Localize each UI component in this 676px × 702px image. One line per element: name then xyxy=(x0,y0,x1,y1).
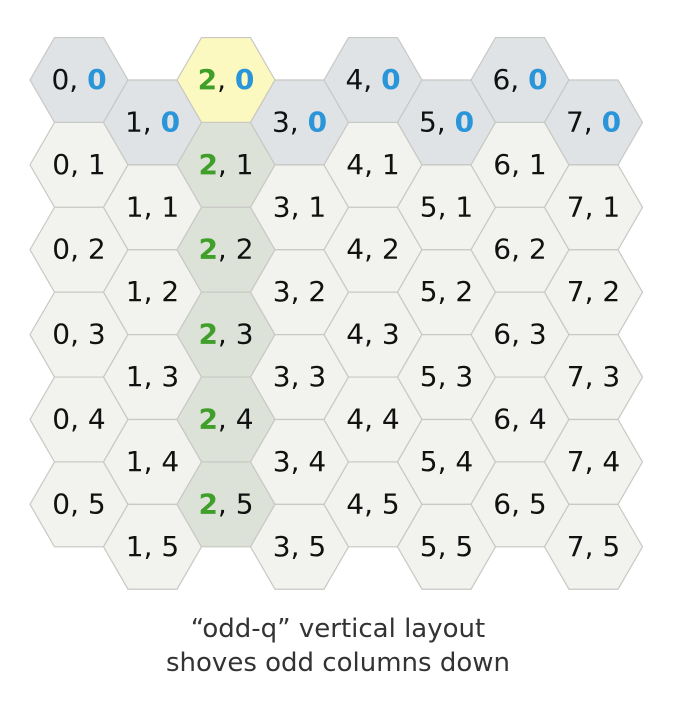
hex-cell-0-4: 0, 4 xyxy=(29,376,129,463)
hex-cell-5-3: 5, 3 xyxy=(396,334,497,421)
hex-label: 4, 3 xyxy=(346,318,399,351)
hex-cell-7-0: 7, 0 xyxy=(543,79,644,166)
hex-cell-1-3: 1, 3 xyxy=(102,334,203,421)
hex-label: 2, 3 xyxy=(198,318,253,351)
hex-cell-4-3: 4, 3 xyxy=(323,291,423,378)
hex-label: 3, 5 xyxy=(273,530,326,563)
hex-label: 7, 1 xyxy=(567,190,620,223)
hex-label: 5, 5 xyxy=(420,530,473,563)
hex-label: 6, 1 xyxy=(493,148,546,181)
hex-label: 1, 0 xyxy=(125,105,180,138)
hex-cell-2-1: 2, 1 xyxy=(176,121,276,208)
hex-label: 1, 4 xyxy=(126,445,179,478)
hex-cell-5-1: 5, 1 xyxy=(396,164,497,251)
hex-label: 1, 1 xyxy=(126,190,179,223)
caption: “odd-q” vertical layout shoves odd colum… xyxy=(0,612,676,680)
hex-cell-7-3: 7, 3 xyxy=(543,334,644,421)
hex-shape xyxy=(543,503,644,590)
hex-cell-3-1: 3, 1 xyxy=(249,164,350,251)
caption-line-1: “odd-q” vertical layout xyxy=(190,614,486,644)
hex-label: 0, 4 xyxy=(52,402,105,435)
hex-cell-3-5: 3, 5 xyxy=(249,503,350,590)
hex-cell-2-0: 2, 0 xyxy=(176,36,276,124)
hex-label: 0, 1 xyxy=(52,148,105,181)
hex-cell-1-0: 1, 0 xyxy=(102,79,203,166)
hex-cell-6-4: 6, 4 xyxy=(470,376,570,463)
hex-label: 4, 4 xyxy=(346,402,399,435)
hex-label: 1, 3 xyxy=(126,360,179,393)
hex-cell-6-1: 6, 1 xyxy=(470,121,570,208)
hex-cell-1-5: 1, 5 xyxy=(102,503,203,590)
hex-cell-3-3: 3, 3 xyxy=(249,334,350,421)
hex-cell-5-5: 5, 5 xyxy=(396,503,497,590)
hex-cell-4-1: 4, 1 xyxy=(323,121,423,208)
hex-label: 6, 3 xyxy=(493,318,546,351)
hex-cell-6-0: 6, 0 xyxy=(470,36,570,124)
hex-label: 1, 5 xyxy=(126,530,179,563)
hex-label: 7, 3 xyxy=(567,360,620,393)
hex-cell-2-3: 2, 3 xyxy=(176,291,276,378)
hex-cell-4-4: 4, 4 xyxy=(323,376,423,463)
hex-cell-4-0: 4, 0 xyxy=(323,36,423,124)
hex-label: 4, 0 xyxy=(345,63,400,96)
hex-label: 5, 3 xyxy=(420,360,473,393)
hex-label: 4, 5 xyxy=(346,487,399,520)
hex-label: 4, 1 xyxy=(346,148,399,181)
hex-cell-6-5: 6, 5 xyxy=(470,461,570,548)
hex-label: 6, 5 xyxy=(493,487,546,520)
hex-label: 7, 0 xyxy=(566,105,621,138)
hex-label: 5, 4 xyxy=(420,445,473,478)
hex-label: 3, 2 xyxy=(273,275,326,308)
hex-cell-7-4: 7, 4 xyxy=(543,418,644,505)
hex-cell-7-1: 7, 1 xyxy=(543,164,644,251)
hex-label: 6, 0 xyxy=(492,63,547,96)
hex-cell-5-4: 5, 4 xyxy=(396,418,497,505)
hex-label: 2, 4 xyxy=(198,402,253,435)
hex-label: 1, 2 xyxy=(126,275,179,308)
hex-grid-diagram: 0, 0 0, 1 0, 2 0, 3 0, 4 0, 5 1, 0 1, 1 1, 2 1, 3… xyxy=(29,36,644,590)
hex-cell-7-2: 7, 2 xyxy=(543,249,644,336)
hex-label: 5, 1 xyxy=(420,190,473,223)
hex-cell-4-5: 4, 5 xyxy=(323,461,423,548)
hex-cell-6-3: 6, 3 xyxy=(470,291,570,378)
hex-label: 0, 3 xyxy=(52,318,105,351)
hex-label: 7, 5 xyxy=(567,530,620,563)
hex-cell-0-0: 0, 0 xyxy=(29,36,129,124)
hex-label: 3, 4 xyxy=(273,445,326,478)
hex-cell-3-4: 3, 4 xyxy=(249,418,350,505)
hex-label: 3, 0 xyxy=(272,105,327,138)
hex-label: 2, 1 xyxy=(198,148,253,181)
hex-label: 2, 5 xyxy=(198,487,253,520)
hex-cell-2-2: 2, 2 xyxy=(176,206,276,293)
hex-label: 5, 2 xyxy=(420,275,473,308)
hex-cell-7-5: 7, 5 xyxy=(543,503,644,590)
hex-label: 5, 0 xyxy=(419,105,474,138)
hex-cell-3-2: 3, 2 xyxy=(249,249,350,336)
caption-line-2: shoves odd columns down xyxy=(166,648,510,678)
hex-label: 0, 0 xyxy=(51,63,106,96)
hex-cell-0-2: 0, 2 xyxy=(29,206,129,293)
hex-label: 7, 2 xyxy=(567,275,620,308)
hex-cell-2-4: 2, 4 xyxy=(176,376,276,463)
hex-cell-3-0: 3, 0 xyxy=(249,79,350,166)
hex-label: 2, 2 xyxy=(198,233,253,266)
hex-cell-1-4: 1, 4 xyxy=(102,418,203,505)
hex-cell-2-5: 2, 5 xyxy=(176,461,276,548)
hex-label: 0, 2 xyxy=(52,233,105,266)
hex-label: 6, 2 xyxy=(493,233,546,266)
hex-label: 2, 0 xyxy=(198,63,255,96)
hex-label: 7, 4 xyxy=(567,445,620,478)
hex-cell-4-2: 4, 2 xyxy=(323,206,423,293)
hex-label: 3, 1 xyxy=(273,190,326,223)
hex-label: 4, 2 xyxy=(346,233,399,266)
hex-cell-0-3: 0, 3 xyxy=(29,291,129,378)
hex-label: 6, 4 xyxy=(493,402,546,435)
hex-label: 3, 3 xyxy=(273,360,326,393)
hex-label: 0, 5 xyxy=(52,487,105,520)
